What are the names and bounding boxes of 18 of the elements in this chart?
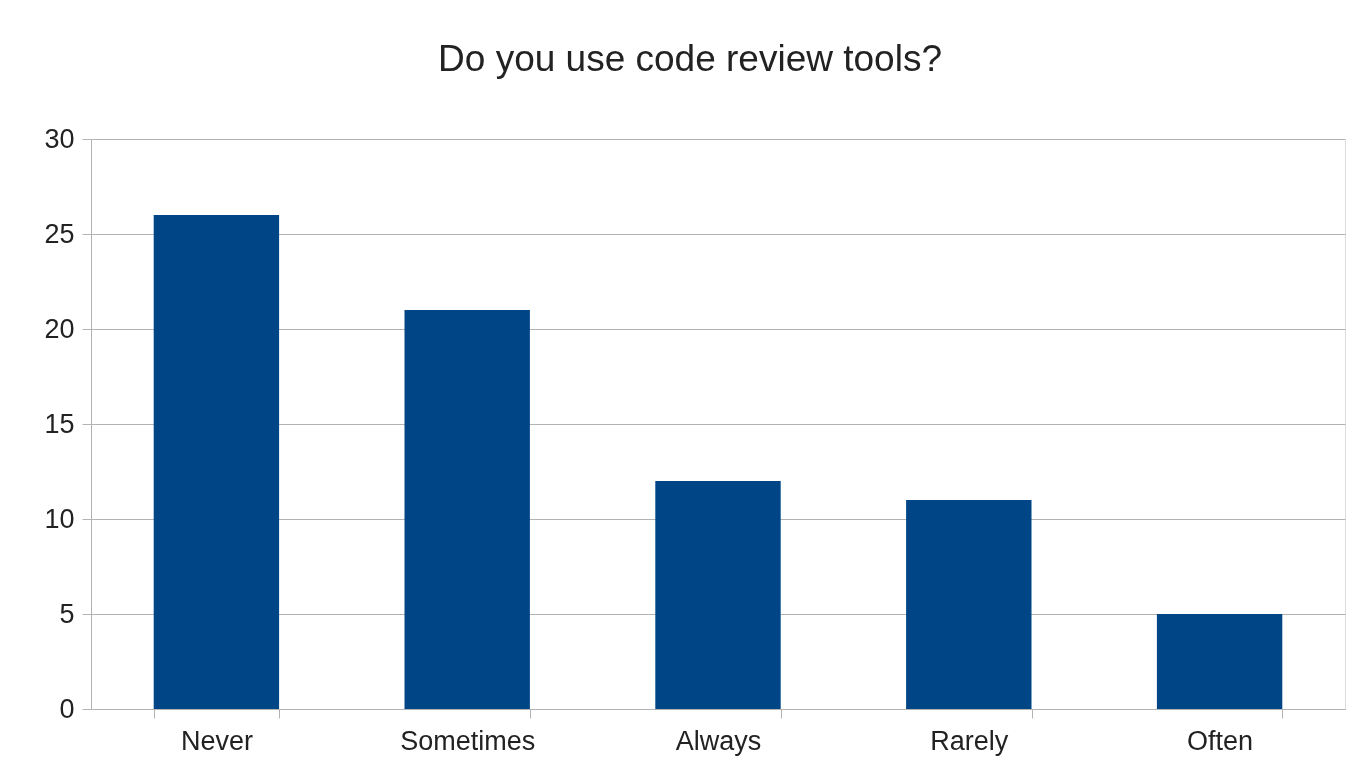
bar xyxy=(906,500,1032,709)
bar xyxy=(153,215,280,709)
y-tick-label: 0 xyxy=(59,693,75,724)
bar xyxy=(404,310,530,709)
y-tick-label: 5 xyxy=(59,598,75,629)
y-tick-label: 10 xyxy=(44,503,75,534)
bar xyxy=(1156,614,1283,709)
x-tick-label: Always xyxy=(675,725,762,756)
y-tick-label: 30 xyxy=(44,123,75,154)
x-tick-label: Rarely xyxy=(930,725,1009,756)
x-tick-label: Sometimes xyxy=(400,725,536,756)
chart-title: Do you use code review tools? xyxy=(438,38,942,79)
y-tick-label: 15 xyxy=(44,408,75,439)
bar xyxy=(655,481,781,709)
y-tick-label: 25 xyxy=(44,218,75,249)
x-tick-label: Never xyxy=(180,725,253,756)
y-tick-label: 20 xyxy=(44,313,75,344)
x-tick-label: Often xyxy=(1187,725,1254,756)
